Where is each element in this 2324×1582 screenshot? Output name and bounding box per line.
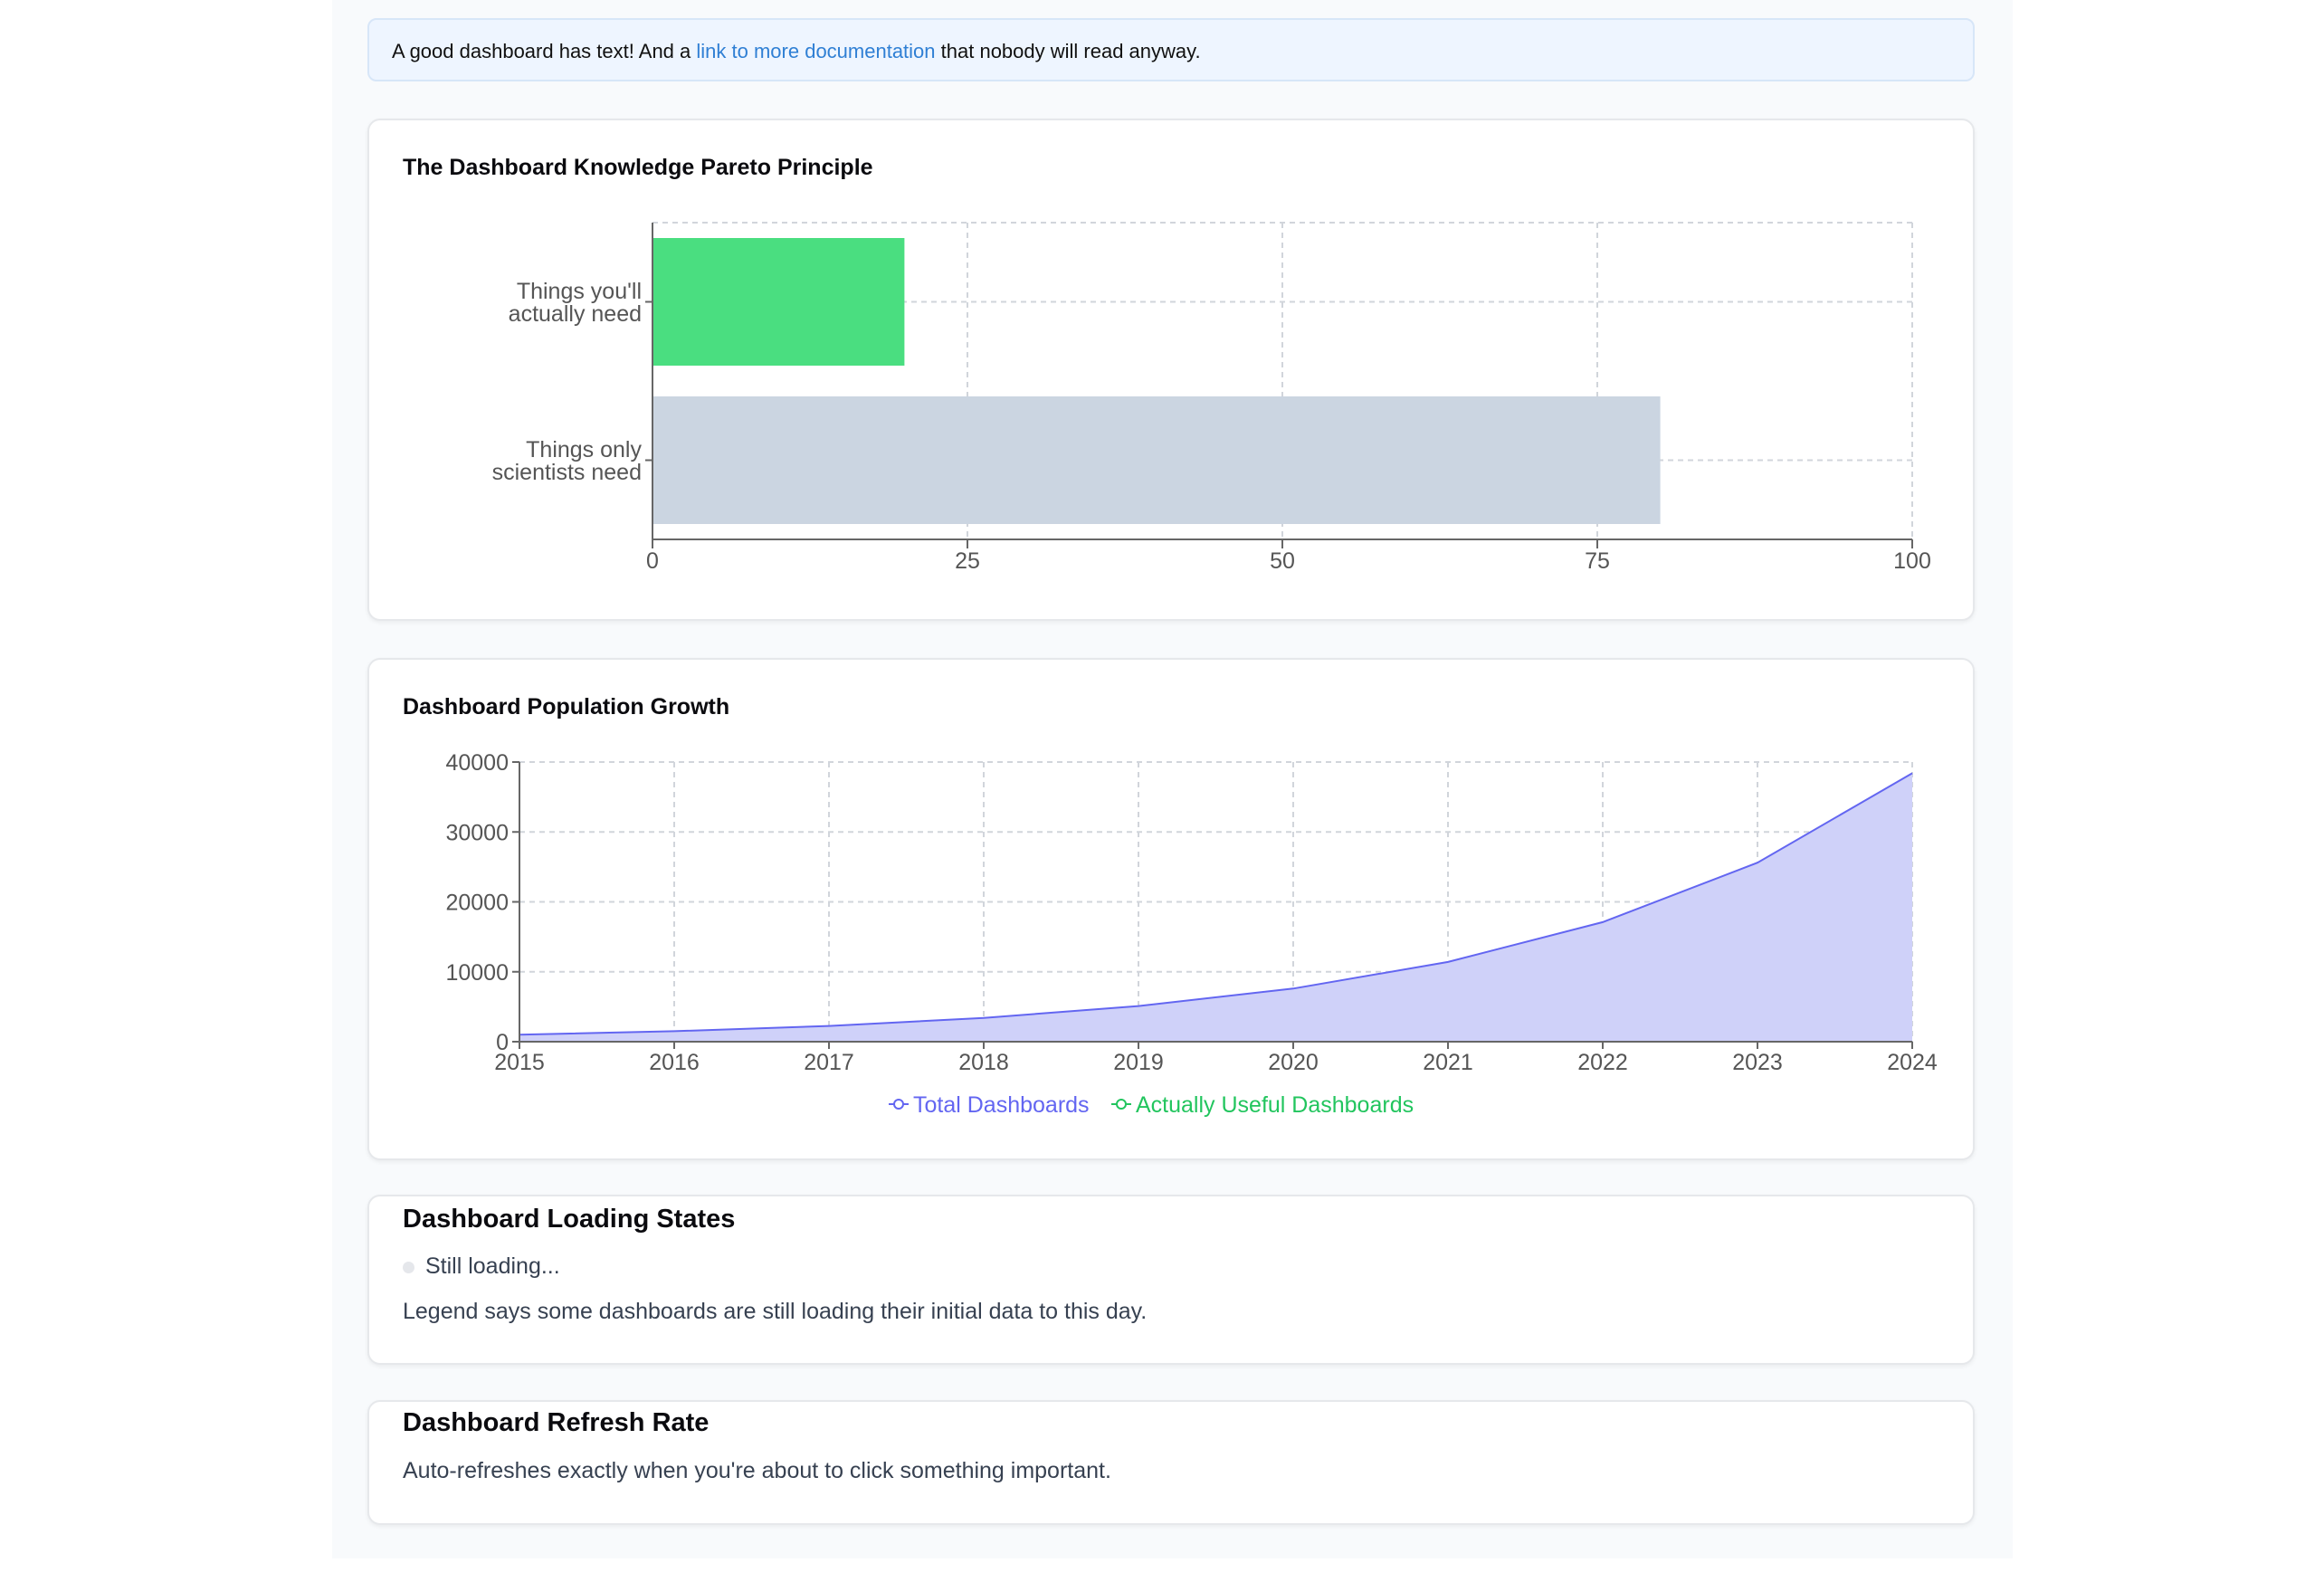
x-tick-label: 2019 (1113, 1050, 1164, 1075)
x-tick-label: 100 (1893, 548, 1931, 574)
refresh-rate-card: Dashboard Refresh Rate Auto-refreshes ex… (367, 1400, 1975, 1525)
legend-item-useful: Actually Useful Dashboards (1111, 1092, 1414, 1118)
legend-marker-total (893, 1099, 904, 1110)
x-tick-label: 2018 (958, 1050, 1009, 1075)
total-dashboards-line (519, 772, 1913, 1036)
x-tick-label: 2016 (649, 1050, 700, 1075)
category-label: actually need (509, 301, 642, 327)
growth-chart-card: Dashboard Population Growth 2015 2016 2017… (367, 658, 1975, 1160)
bar (652, 238, 905, 366)
refresh-rate-description: Auto-refreshes exactly when you're about… (403, 1458, 1111, 1483)
x-tick-label: 25 (955, 548, 980, 574)
loading-states-card: Dashboard Loading States Still loading..… (367, 1195, 1975, 1365)
pareto-chart-title: The Dashboard Knowledge Pareto Principle (403, 155, 873, 180)
info-text-after: that nobody will read anyway. (940, 40, 1201, 62)
x-tick-label: 2017 (804, 1050, 854, 1075)
legend-marker-useful (1116, 1099, 1127, 1110)
growth-chart-title: Dashboard Population Growth (403, 694, 730, 720)
legend-label-useful: Actually Useful Dashboards (1136, 1092, 1414, 1118)
x-tick-label: 2023 (1732, 1050, 1783, 1075)
x-tick-label: 75 (1585, 548, 1610, 574)
info-banner: A good dashboard has text! And a link to… (367, 18, 1975, 81)
y-tick-label: 40000 (445, 750, 509, 776)
category-label: Things you'll (517, 279, 642, 304)
loading-indicator-dot (403, 1262, 414, 1273)
bar (652, 396, 1661, 524)
loading-status-text: Still loading... (425, 1253, 560, 1279)
x-tick-label: 2015 (494, 1050, 545, 1075)
loading-description: Legend says some dashboards are still lo… (403, 1299, 1148, 1324)
x-tick-label: 0 (646, 548, 659, 574)
documentation-link[interactable]: link to more documentation (696, 40, 936, 62)
legend-label-total: Total Dashboards (913, 1092, 1090, 1118)
y-tick-label: 0 (496, 1030, 509, 1055)
y-tick-label: 20000 (445, 891, 509, 916)
x-tick-label: 50 (1270, 548, 1295, 574)
loading-states-title: Dashboard Loading States (403, 1205, 736, 1234)
x-tick-label: 2020 (1268, 1050, 1319, 1075)
dashboard-page: A good dashboard has text! And a link to… (332, 0, 2013, 1558)
x-tick-label: 2021 (1423, 1050, 1473, 1075)
x-tick-label: 2022 (1577, 1050, 1628, 1075)
refresh-rate-title: Dashboard Refresh Rate (403, 1408, 710, 1437)
category-label: scientists need (492, 460, 642, 485)
total-dashboards-area (519, 773, 1912, 1042)
y-tick-label: 30000 (445, 820, 509, 845)
info-text-before: A good dashboard has text! And a (392, 40, 691, 62)
x-tick-label: 2024 (1887, 1050, 1938, 1075)
legend-item-total: Total Dashboards (889, 1092, 1090, 1118)
growth-area-chart: 2015 2016 2017 2018 2019 2020 2021 2022 2023 2024… (445, 750, 1938, 1118)
y-tick-label: 10000 (445, 960, 509, 986)
category-label: Things only (526, 437, 642, 462)
pareto-chart-card: The Dashboard Knowledge Pareto Principle… (367, 119, 1975, 621)
